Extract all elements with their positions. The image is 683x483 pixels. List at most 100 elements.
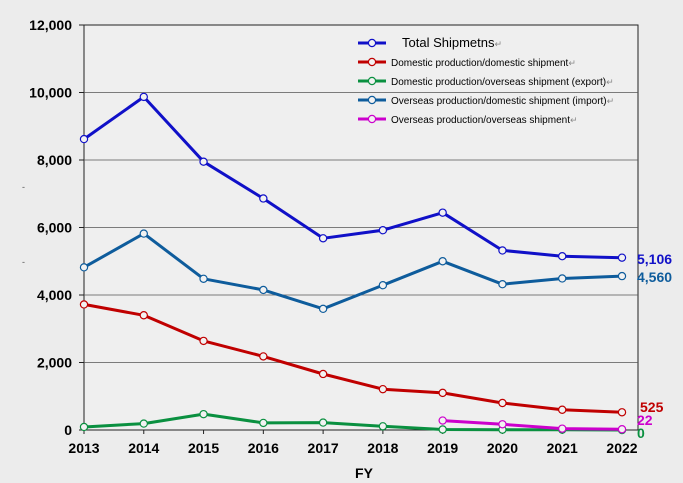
data-point-dom_dom	[558, 405, 567, 414]
data-point-ovs_dom	[498, 280, 507, 289]
data-point-total	[139, 92, 148, 102]
y-tick-label: 2,000	[37, 355, 72, 371]
series-line-dom_dom	[83, 302, 623, 414]
data-point-ovs_dom	[318, 304, 328, 314]
data-point-ovs_dom	[79, 263, 89, 272]
legend-label-dom_dom: Domestic production/domestic shipment↵	[391, 58, 576, 69]
data-point-dom_dom	[378, 384, 388, 394]
end-label-dom_dom: 525	[640, 399, 664, 415]
data-point-ovs_dom	[558, 274, 567, 283]
x-tick-label: 2022	[606, 440, 637, 456]
paragraph-mark-glyph: ↵	[606, 78, 614, 88]
paragraph-mark-glyph: ↵	[495, 40, 503, 50]
y-tick-label: 6,000	[37, 220, 72, 236]
legend-item-ovs_dom: Overseas production/domestic shipment (i…	[358, 95, 614, 107]
series-line-total	[83, 95, 623, 260]
data-point-ovs_dom	[139, 229, 148, 238]
legend-label-ovs_ovs: Overseas production/overseas shipment↵	[391, 115, 578, 126]
series-total	[79, 92, 627, 262]
data-point-total	[259, 194, 268, 203]
series-ovs_dom	[79, 229, 627, 314]
series-lines	[79, 92, 627, 435]
data-point-ovs_dom	[378, 281, 388, 290]
x-tick-label: 2013	[68, 440, 99, 456]
data-point-dom_dom	[438, 388, 447, 398]
legend-label-ovs_dom: Overseas production/domestic shipment (i…	[391, 96, 614, 107]
legend: Total Shipmetns↵ Domestic production/dome…	[358, 35, 614, 126]
data-point-total	[558, 251, 567, 261]
data-point-total	[79, 134, 89, 144]
data-point-dom_dom	[498, 398, 507, 408]
data-point-ovs_ovs	[438, 416, 447, 425]
y-tick-label: 8,000	[37, 152, 72, 168]
legend-item-dom_ovs: Domestic production/overseas shipment (e…	[358, 76, 614, 88]
data-point-dom_ovs	[259, 418, 268, 428]
x-axis-tick-labels: 2013 2014 2015 2016 2017 2018 2019 2020 2021 2022	[68, 430, 638, 456]
x-tick-label: 2017	[308, 440, 339, 456]
legend-swatch-marker	[367, 76, 377, 86]
x-tick-label: 2019	[427, 440, 458, 456]
legend-swatch-marker	[367, 95, 377, 105]
data-point-ovs_dom	[259, 285, 268, 295]
paragraph-mark-glyph: ↵	[568, 59, 576, 69]
x-tick-label: 2015	[188, 440, 219, 456]
gridlines	[79, 24, 638, 431]
data-point-total	[318, 234, 328, 243]
series-line-ovs_dom	[83, 232, 623, 311]
x-tick-label: 2021	[547, 440, 578, 456]
data-point-dom_ovs	[199, 409, 208, 419]
data-point-total	[378, 225, 388, 235]
legend-swatch-marker	[367, 57, 377, 67]
data-point-total	[199, 157, 208, 166]
data-point-dom_dom	[139, 311, 148, 320]
data-point-dom_ovs	[378, 422, 388, 431]
end-label-ovs_dom: 4,560	[637, 269, 672, 285]
side-mark-2: -	[22, 257, 25, 267]
series-ovs_ovs	[438, 416, 627, 434]
data-point-dom_ovs	[438, 425, 447, 434]
y-tick-label: 10,000	[29, 85, 72, 101]
series-dom_dom	[79, 300, 627, 417]
data-point-ovs_ovs	[498, 420, 507, 429]
x-tick-label: 2014	[128, 440, 159, 456]
x-tick-label: 2020	[487, 440, 518, 456]
legend-swatch-marker	[367, 114, 377, 124]
data-point-dom_dom	[199, 336, 208, 346]
end-label-ovs_ovs: 22	[637, 412, 653, 428]
data-point-ovs_dom	[438, 257, 447, 266]
data-point-total	[617, 253, 627, 262]
data-point-dom_dom	[259, 352, 268, 361]
data-point-ovs_dom	[617, 271, 627, 281]
data-point-dom_dom	[318, 369, 328, 379]
legend-item-dom_dom: Domestic production/domestic shipment↵	[358, 57, 576, 69]
legend-label-total: Total Shipmetns↵	[402, 35, 502, 50]
x-tick-label: 2018	[367, 440, 398, 456]
data-point-ovs_dom	[199, 274, 208, 283]
data-point-dom_ovs	[79, 422, 89, 432]
data-point-total	[438, 208, 447, 217]
data-point-dom_dom	[617, 408, 627, 417]
data-point-dom_dom	[79, 300, 89, 309]
data-point-dom_ovs	[318, 418, 328, 427]
data-point-ovs_ovs	[617, 425, 627, 434]
data-point-ovs_ovs	[558, 424, 567, 433]
y-tick-label: 0	[64, 422, 72, 438]
legend-item-ovs_ovs: Overseas production/overseas shipment↵	[358, 114, 578, 126]
end-label-dom_ovs: 0	[637, 425, 645, 441]
y-tick-label: 4,000	[37, 287, 72, 303]
series-line-ovs_ovs	[442, 419, 623, 431]
y-axis-tick-labels: 0 2,000 4,000 6,000 8,000 10,000 12,000	[29, 17, 72, 438]
y-tick-label: 12,000	[29, 17, 72, 33]
end-label-total: 5,106	[637, 251, 672, 267]
end-value-labels: 5,106 525 0 4,560 22	[637, 251, 672, 441]
legend-swatch-marker	[367, 38, 377, 48]
series-line-dom_ovs	[83, 412, 623, 432]
paragraph-mark-glyph: ↵	[607, 97, 615, 107]
data-point-dom_ovs	[139, 419, 148, 428]
x-axis-title: FY	[355, 465, 374, 481]
side-mark-1: -	[22, 182, 25, 192]
paragraph-mark-glyph: ↵	[570, 116, 578, 126]
legend-label-dom_ovs: Domestic production/overseas shipment (e…	[391, 77, 614, 88]
